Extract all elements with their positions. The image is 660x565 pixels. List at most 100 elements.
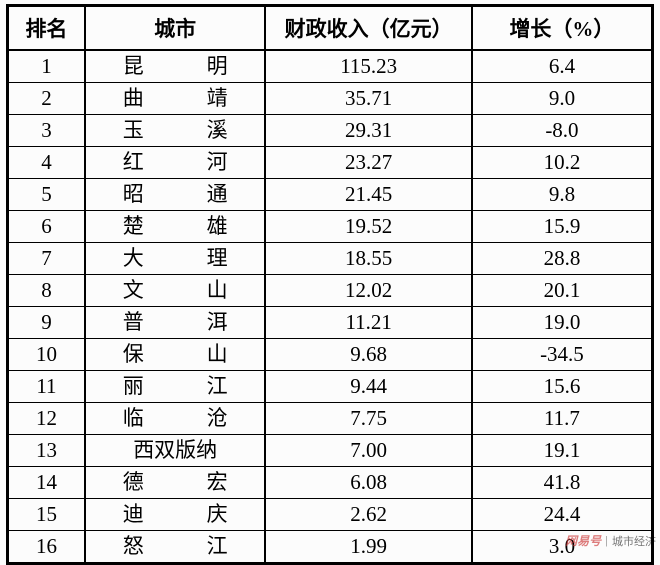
cell-city: 玉溪 — [85, 114, 266, 146]
table-row: 15迪庆2.6224.4 — [8, 498, 653, 530]
cell-growth: 20.1 — [472, 274, 653, 306]
cell-growth: 15.6 — [472, 370, 653, 402]
city-label: 红河 — [123, 147, 228, 178]
table-row: 7 大理 18.5528.8 — [8, 242, 653, 274]
cell-revenue: 9.68 — [265, 338, 471, 370]
cell-city: 丽江 — [85, 370, 266, 402]
source-watermark: 网易号 | 城市经济 — [565, 532, 656, 549]
cell-revenue: 7.00 — [265, 434, 471, 466]
cell-rank: 10 — [8, 338, 85, 370]
cell-city: 临沧 — [85, 402, 266, 434]
cell-rank: 8 — [8, 274, 85, 306]
watermark-brand: 网易号 — [565, 532, 601, 549]
cell-revenue: 9.44 — [265, 370, 471, 402]
city-label: 迪庆 — [123, 499, 228, 530]
city-label: 昆明 — [123, 51, 228, 82]
fiscal-revenue-table: 排名 城市 财政收入（亿元） 增长（%） 1 昆明 115.236.4 2 曲靖 35.7… — [6, 4, 654, 565]
cell-city: 保山 — [85, 338, 266, 370]
city-label: 楚雄 — [123, 211, 228, 242]
cell-rank: 5 — [8, 178, 85, 210]
table-row: 5 昭通 21.459.8 — [8, 178, 653, 210]
cell-revenue: 7.75 — [265, 402, 471, 434]
cell-rank: 12 — [8, 402, 85, 434]
cell-growth: 24.4 — [472, 498, 653, 530]
col-rank: 排名 — [8, 6, 85, 50]
cell-rank: 9 — [8, 306, 85, 338]
cell-city: 昆明 — [85, 50, 266, 83]
col-revenue: 财政收入（亿元） — [265, 6, 471, 50]
cell-revenue: 2.62 — [265, 498, 471, 530]
cell-rank: 2 — [8, 82, 85, 114]
cell-rank: 4 — [8, 146, 85, 178]
cell-growth: 19.1 — [472, 434, 653, 466]
cell-city: 文山 — [85, 274, 266, 306]
city-label: 怒江 — [123, 531, 228, 562]
cell-rank: 6 — [8, 210, 85, 242]
table-header-row: 排名 城市 财政收入（亿元） 增长（%） — [8, 6, 653, 50]
cell-city: 昭通 — [85, 178, 266, 210]
cell-revenue: 11.21 — [265, 306, 471, 338]
cell-city: 普洱 — [85, 306, 266, 338]
city-label: 西双版纳 — [123, 435, 228, 466]
cell-city: 大理 — [85, 242, 266, 274]
table-row: 8 文山 12.0220.1 — [8, 274, 653, 306]
cell-revenue: 18.55 — [265, 242, 471, 274]
col-growth: 增长（%） — [472, 6, 653, 50]
city-label: 保山 — [123, 339, 228, 370]
cell-growth: 19.0 — [472, 306, 653, 338]
cell-city: 迪庆 — [85, 498, 266, 530]
cell-rank: 7 — [8, 242, 85, 274]
cell-rank: 1 — [8, 50, 85, 83]
divider: | — [605, 535, 608, 547]
cell-growth: 10.2 — [472, 146, 653, 178]
cell-growth: -34.5 — [472, 338, 653, 370]
table-row: 4红河23.2710.2 — [8, 146, 653, 178]
cell-revenue: 12.02 — [265, 274, 471, 306]
city-label: 普洱 — [123, 307, 228, 338]
table-row: 9 普洱 11.2119.0 — [8, 306, 653, 338]
col-city: 城市 — [85, 6, 266, 50]
cell-rank: 16 — [8, 530, 85, 563]
cell-rank: 13 — [8, 434, 85, 466]
cell-revenue: 21.45 — [265, 178, 471, 210]
cell-growth: 9.0 — [472, 82, 653, 114]
cell-revenue: 19.52 — [265, 210, 471, 242]
table-row: 11 丽江 9.4415.6 — [8, 370, 653, 402]
table-row: 6 楚雄 19.5215.9 — [8, 210, 653, 242]
cell-growth: 9.8 — [472, 178, 653, 210]
table-row: 2 曲靖 35.719.0 — [8, 82, 653, 114]
cell-revenue: 35.71 — [265, 82, 471, 114]
cell-city: 怒江 — [85, 530, 266, 563]
cell-growth: 28.8 — [472, 242, 653, 274]
table-row: 16怒江1.993.0 — [8, 530, 653, 563]
table-row: 3 玉溪 29.31-8.0 — [8, 114, 653, 146]
cell-growth: 41.8 — [472, 466, 653, 498]
cell-rank: 11 — [8, 370, 85, 402]
cell-revenue: 115.23 — [265, 50, 471, 83]
cell-city: 曲靖 — [85, 82, 266, 114]
city-label: 大理 — [123, 243, 228, 274]
city-label: 丽江 — [123, 371, 228, 402]
city-label: 临沧 — [123, 403, 228, 434]
cell-revenue: 29.31 — [265, 114, 471, 146]
cell-city: 红河 — [85, 146, 266, 178]
city-label: 玉溪 — [123, 115, 228, 146]
cell-revenue: 6.08 — [265, 466, 471, 498]
cell-growth: 15.9 — [472, 210, 653, 242]
table-row: 1 昆明 115.236.4 — [8, 50, 653, 83]
table-row: 13 西双版纳 7.0019.1 — [8, 434, 653, 466]
cell-growth: -8.0 — [472, 114, 653, 146]
cell-growth: 11.7 — [472, 402, 653, 434]
cell-growth: 6.4 — [472, 50, 653, 83]
city-label: 昭通 — [123, 179, 228, 210]
watermark-label: 城市经济 — [612, 533, 656, 549]
city-label: 曲靖 — [123, 83, 228, 114]
cell-city: 德宏 — [85, 466, 266, 498]
cell-rank: 3 — [8, 114, 85, 146]
table-row: 14德宏6.0841.8 — [8, 466, 653, 498]
table-row: 10 保山 9.68-34.5 — [8, 338, 653, 370]
cell-city: 楚雄 — [85, 210, 266, 242]
table-row: 12 临沧 7.7511.7 — [8, 402, 653, 434]
cell-rank: 14 — [8, 466, 85, 498]
city-label: 文山 — [123, 275, 228, 306]
